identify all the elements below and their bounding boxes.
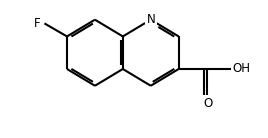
Text: OH: OH xyxy=(233,63,251,75)
Text: F: F xyxy=(34,17,41,30)
Text: N: N xyxy=(146,13,155,26)
Text: O: O xyxy=(203,97,212,110)
